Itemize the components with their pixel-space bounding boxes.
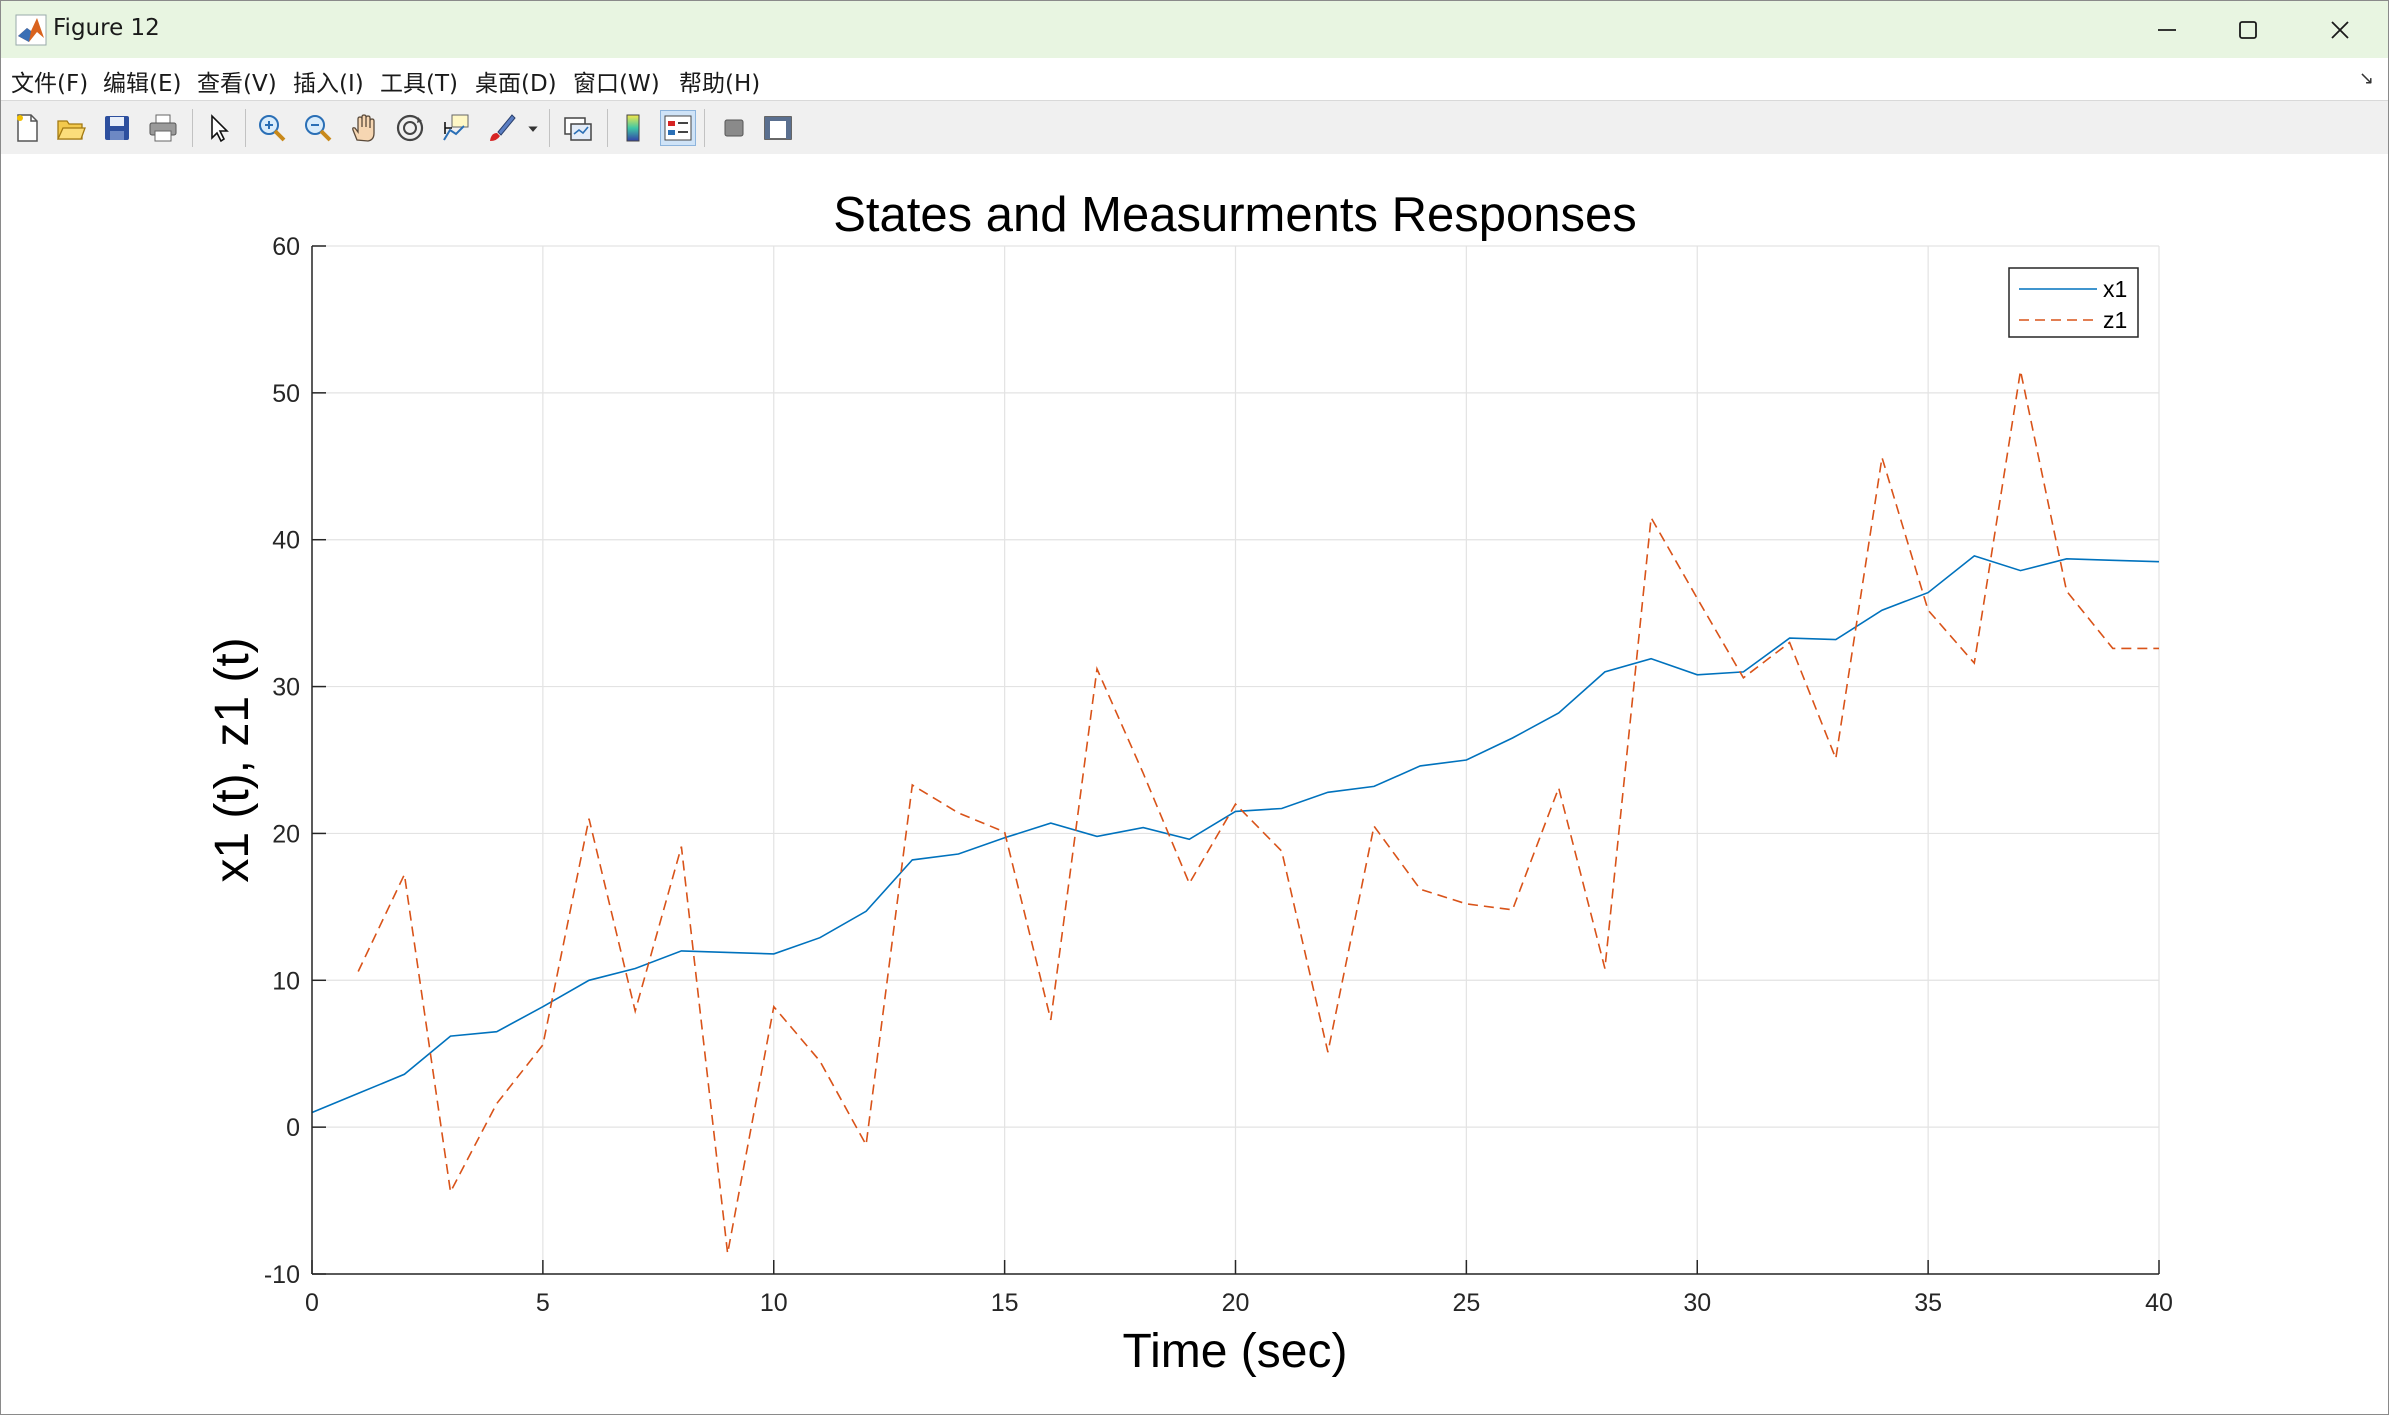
menu-desktop[interactable]: 桌面(D)	[475, 71, 557, 97]
menu-bar: 文件(F) 编辑(E) 查看(V) 插入(I) 工具(T) 桌面(D) 窗口(W…	[1, 58, 2388, 100]
save-button[interactable]	[99, 110, 135, 146]
close-button[interactable]	[2294, 1, 2386, 58]
x-tick-label: 35	[1914, 1289, 1942, 1317]
y-tick-label: 0	[286, 1114, 300, 1142]
x-tick-label: 5	[536, 1289, 550, 1317]
brush-dropdown-icon	[528, 126, 538, 132]
minimize-button[interactable]	[2121, 1, 2213, 58]
menu-tools[interactable]: 工具(T)	[380, 71, 458, 97]
show-plot-tools-button[interactable]	[760, 110, 796, 146]
legend-button[interactable]	[660, 110, 696, 146]
x-tick-label: 25	[1452, 1289, 1480, 1317]
rotate-3d-icon	[396, 114, 424, 142]
x-tick-label: 30	[1683, 1289, 1711, 1317]
series-group	[311, 370, 2160, 1254]
figure-toolbar	[1, 100, 2388, 155]
legend-label-x1: x1	[2103, 276, 2127, 302]
legend-icon	[664, 115, 692, 141]
colorbar-icon	[626, 114, 640, 142]
y-tick-label: 60	[272, 233, 300, 261]
hide-plot-tools-button[interactable]	[716, 110, 752, 146]
zoom-out-button[interactable]	[300, 110, 336, 146]
y-tick-label: 30	[272, 674, 300, 702]
legend-label-z1: z1	[2103, 307, 2127, 333]
y-tick-label: 50	[272, 380, 300, 408]
colorbar-button[interactable]	[615, 110, 651, 146]
new-figure-button[interactable]	[9, 110, 45, 146]
chart-title: States and Measurments Responses	[833, 188, 1636, 242]
pan-hand-icon	[352, 114, 375, 142]
zoom-in-button[interactable]	[254, 110, 290, 146]
hide-plot-tools-icon	[724, 119, 744, 137]
y-axis-label: x1 (t), z1 (t)	[206, 637, 259, 882]
legend[interactable]: x1 z1	[2008, 267, 2139, 338]
data-cursor-icon	[443, 114, 469, 141]
maximize-icon	[2239, 20, 2257, 39]
legend-box	[2008, 267, 2139, 338]
series-line-x1	[311, 555, 2160, 1114]
matlab-logo-icon	[15, 14, 47, 46]
toolbar-separator	[192, 109, 193, 147]
x-tick-label: 20	[1222, 1289, 1250, 1317]
axes-frame	[311, 245, 2160, 1275]
title-bar[interactable]: Figure 12	[1, 1, 2388, 58]
x-axis-label: Time (sec)	[1123, 1325, 1348, 1378]
x-tick-label: 10	[760, 1289, 788, 1317]
toolbar-separator	[607, 109, 608, 147]
open-file-icon	[56, 120, 86, 140]
select-arrow-icon	[211, 114, 229, 143]
menu-edit[interactable]: 编辑(E)	[103, 71, 182, 97]
minimize-icon	[2158, 28, 2176, 31]
brush-dropdown-button[interactable]	[524, 110, 542, 146]
y-tick-label: -10	[264, 1261, 300, 1289]
menu-view[interactable]: 查看(V)	[197, 71, 277, 97]
y-tick-label: 40	[272, 527, 300, 555]
save-icon	[105, 116, 129, 140]
maximize-button[interactable]	[2202, 1, 2294, 58]
dock-arrow-icon[interactable]: ↘	[2358, 68, 2374, 88]
menu-help[interactable]: 帮助(H)	[679, 71, 761, 97]
x-tick-label: 15	[991, 1289, 1019, 1317]
y-tick-label: 10	[272, 967, 300, 995]
print-button[interactable]	[145, 110, 181, 146]
close-icon	[2331, 20, 2349, 39]
y-tick-label: 20	[272, 820, 300, 848]
brush-button[interactable]	[484, 110, 520, 146]
open-file-button[interactable]	[53, 110, 89, 146]
menu-insert[interactable]: 插入(I)	[293, 71, 364, 97]
new-figure-icon	[17, 114, 38, 142]
toolbar-separator	[549, 109, 550, 147]
menu-window[interactable]: 窗口(W)	[573, 71, 660, 97]
zoom-in-icon	[259, 115, 286, 142]
window-title: Figure 12	[53, 15, 160, 41]
toolbar-separator	[245, 109, 246, 147]
rotate-3d-button[interactable]	[392, 110, 428, 146]
toolbar-separator	[704, 109, 705, 147]
show-plot-tools-icon	[764, 116, 792, 140]
data-cursor-button[interactable]	[438, 110, 474, 146]
menu-file[interactable]: 文件(F)	[11, 71, 89, 97]
print-icon	[149, 114, 177, 142]
zoom-out-icon	[305, 115, 332, 142]
series-line-z1	[357, 370, 2159, 1254]
link-plot-button[interactable]	[560, 110, 596, 146]
pan-button[interactable]	[346, 110, 382, 146]
brush-icon	[490, 114, 516, 141]
x-tick-label: 40	[2145, 1289, 2173, 1317]
x-tick-label: 0	[305, 1289, 319, 1317]
select-arrow-button[interactable]	[201, 110, 237, 146]
link-plot-icon	[564, 117, 592, 141]
